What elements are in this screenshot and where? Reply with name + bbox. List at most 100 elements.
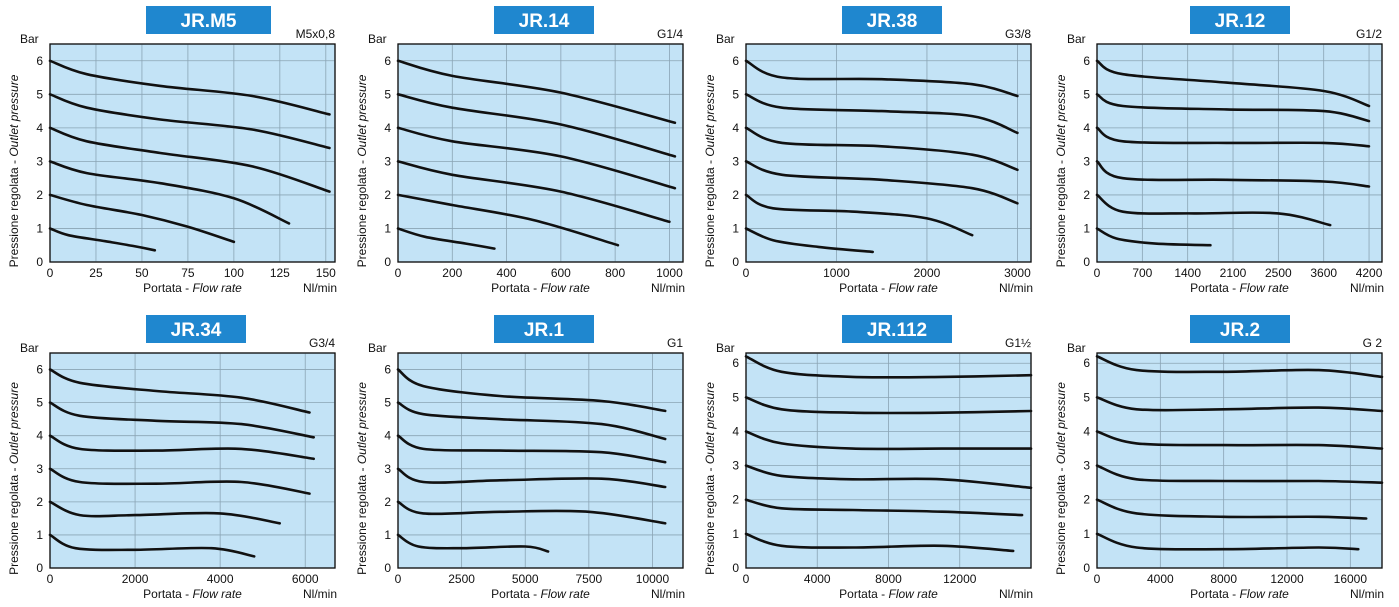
x-axis-label-it: Portata - bbox=[1190, 587, 1239, 601]
chart-title-box bbox=[842, 315, 952, 343]
series-line-3 bbox=[48, 160, 291, 225]
x-tick-label: 700 bbox=[1132, 266, 1152, 280]
series-line-2 bbox=[744, 498, 1024, 517]
x-tick-label: 1400 bbox=[1174, 266, 1201, 280]
x-axis-label-en: Flow rate bbox=[193, 281, 243, 295]
y-tick-label: 3 bbox=[384, 154, 391, 168]
series-line-5 bbox=[1095, 396, 1384, 413]
x-tick-label: 600 bbox=[551, 266, 571, 280]
x-unit-label: Nl/min bbox=[303, 281, 337, 295]
x-axis-label-it: Portata - bbox=[491, 587, 540, 601]
x-tick-label: 4000 bbox=[804, 572, 831, 586]
series-line-2 bbox=[396, 193, 620, 247]
chart-title: JR.M5 bbox=[181, 11, 237, 32]
x-axis-label-en: Flow rate bbox=[1240, 281, 1290, 295]
y-axis-label-en: Outlet pressure bbox=[7, 382, 21, 464]
y-tick-label: 2 bbox=[36, 495, 43, 509]
chart-panel: JR.14 G1/4 0 200 400 600 800 1000 0 1 2 3 4 5 6 Bar Pres… bbox=[355, 6, 685, 295]
chart-title: JR.38 bbox=[867, 11, 918, 32]
chart-title: JR.34 bbox=[171, 320, 222, 341]
y-tick-label: 1 bbox=[384, 528, 391, 542]
x-tick-label: 6000 bbox=[292, 572, 319, 586]
series-line-1 bbox=[744, 227, 874, 254]
plot-area bbox=[397, 352, 684, 569]
y-axis-label-en: Outlet pressure bbox=[703, 382, 717, 464]
y-tick-label: 1 bbox=[36, 528, 43, 542]
y-axis-label-it: Pressione regolata - bbox=[7, 464, 21, 575]
y-tick-label: 4 bbox=[36, 121, 43, 135]
x-tick-label: 75 bbox=[181, 266, 195, 280]
x-tick-label: 8000 bbox=[1210, 572, 1237, 586]
x-axis-label: Portata - Flow rate bbox=[839, 587, 938, 601]
y-tick-label: 4 bbox=[732, 424, 739, 438]
y-axis-label: Pressione regolata - Outlet pressure bbox=[7, 74, 21, 267]
y-axis-label: Pressione regolata - Outlet pressure bbox=[1054, 382, 1068, 575]
y-tick-label: 0 bbox=[384, 255, 391, 269]
y-tick-label: 6 bbox=[384, 363, 391, 377]
y-tick-label: 3 bbox=[1083, 154, 1090, 168]
y-tick-label: 1 bbox=[1083, 221, 1090, 235]
y-tick-label: 2 bbox=[732, 188, 739, 202]
y-tick-label: 6 bbox=[36, 363, 43, 377]
x-tick-label: 0 bbox=[1094, 266, 1101, 280]
series-line-5 bbox=[48, 401, 315, 439]
series-line-6 bbox=[396, 59, 677, 125]
x-axis-label-en: Flow rate bbox=[541, 587, 591, 601]
x-tick-label: 4000 bbox=[1147, 572, 1174, 586]
series-line-6 bbox=[1095, 355, 1384, 379]
x-unit-label: Nl/min bbox=[651, 281, 685, 295]
series-line-3 bbox=[744, 464, 1033, 490]
series-line-2 bbox=[744, 193, 974, 237]
y-tick-label: 6 bbox=[36, 54, 43, 68]
y-tick-label: 5 bbox=[1083, 87, 1090, 101]
chart-subtitle: G1/4 bbox=[657, 27, 683, 41]
y-tick-label: 5 bbox=[384, 396, 391, 410]
y-axis-label-en: Outlet pressure bbox=[703, 74, 717, 156]
series-line-4 bbox=[48, 126, 331, 193]
series-line-4 bbox=[396, 434, 667, 464]
y-axis-label-en: Outlet pressure bbox=[1054, 382, 1068, 464]
chart-panel: JR.M5 M5x0,8 0 25 50 75 100 125 150 0 1 2 3 4 5 6 Bar Pre… bbox=[7, 6, 337, 295]
x-axis-label-en: Flow rate bbox=[1240, 587, 1290, 601]
y-tick-label: 0 bbox=[732, 255, 739, 269]
x-axis-label-it: Portata - bbox=[1190, 281, 1239, 295]
y-tick-label: 3 bbox=[1083, 459, 1090, 473]
y-tick-label: 3 bbox=[36, 154, 43, 168]
x-tick-label: 16000 bbox=[1334, 572, 1368, 586]
y-tick-label: 1 bbox=[732, 221, 739, 235]
x-axis-label: Portata - Flow rate bbox=[143, 587, 242, 601]
plot-border bbox=[1096, 352, 1383, 569]
chart-subtitle: G 2 bbox=[1363, 336, 1383, 350]
y-unit-label: Bar bbox=[368, 341, 387, 355]
y-tick-label: 1 bbox=[36, 221, 43, 235]
y-tick-label: 3 bbox=[732, 459, 739, 473]
y-tick-label: 0 bbox=[36, 561, 43, 575]
series-line-4 bbox=[48, 434, 315, 461]
x-tick-label: 0 bbox=[47, 572, 54, 586]
series-line-4 bbox=[1095, 430, 1384, 450]
y-axis-label: Pressione regolata - Outlet pressure bbox=[7, 382, 21, 575]
x-axis-label-en: Flow rate bbox=[889, 587, 939, 601]
x-axis-label-it: Portata - bbox=[839, 587, 888, 601]
series-line-2 bbox=[1095, 193, 1332, 227]
y-tick-label: 2 bbox=[1083, 188, 1090, 202]
y-axis-label-it: Pressione regolata - bbox=[703, 157, 717, 268]
y-axis-label-it: Pressione regolata - bbox=[355, 157, 369, 268]
y-tick-label: 2 bbox=[384, 495, 391, 509]
y-axis-label-en: Outlet pressure bbox=[355, 74, 369, 156]
y-tick-label: 1 bbox=[732, 527, 739, 541]
y-tick-label: 5 bbox=[384, 87, 391, 101]
series-line-2 bbox=[1095, 498, 1368, 520]
series-line-6 bbox=[744, 59, 1019, 98]
y-tick-label: 0 bbox=[36, 255, 43, 269]
series-line-1 bbox=[1095, 227, 1212, 247]
y-unit-label: Bar bbox=[716, 32, 735, 46]
series-line-5 bbox=[744, 396, 1033, 415]
plot-border bbox=[397, 43, 684, 263]
chart-subtitle: M5x0,8 bbox=[296, 27, 336, 41]
series-line-5 bbox=[744, 93, 1019, 135]
y-tick-label: 0 bbox=[1083, 255, 1090, 269]
x-axis-label: Portata - Flow rate bbox=[491, 587, 590, 601]
y-tick-label: 1 bbox=[384, 221, 391, 235]
